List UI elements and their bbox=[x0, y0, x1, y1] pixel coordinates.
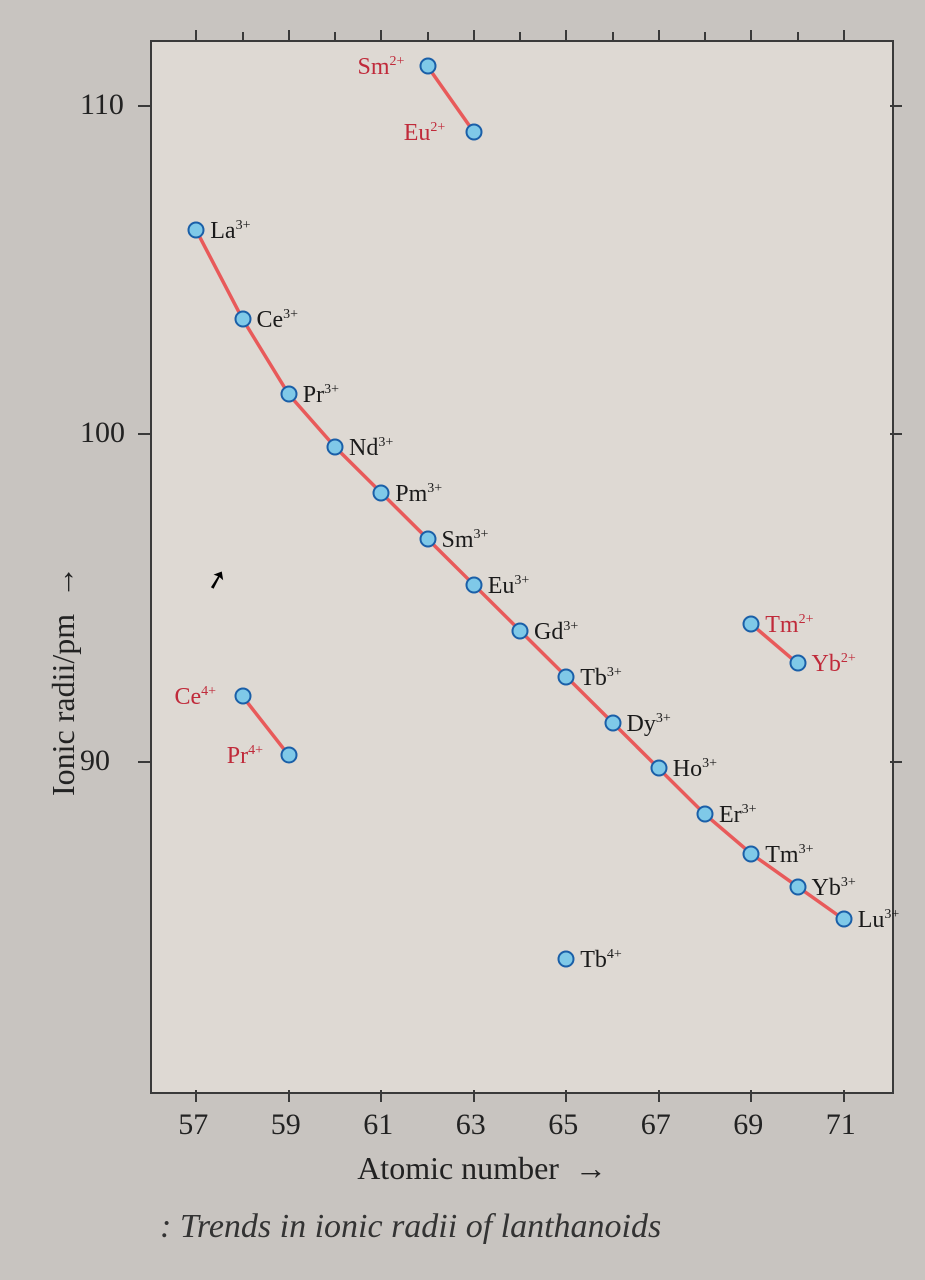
point-label: Tm2+ bbox=[765, 612, 813, 639]
x-tick bbox=[843, 1090, 845, 1102]
x-tick bbox=[658, 1090, 660, 1102]
x-tick bbox=[195, 30, 197, 42]
y-tick-label: 90 bbox=[80, 744, 110, 778]
data-point bbox=[789, 878, 806, 895]
data-point bbox=[419, 530, 436, 547]
x-tick bbox=[473, 1090, 475, 1102]
point-label: Sm2+ bbox=[358, 54, 405, 81]
data-point bbox=[743, 616, 760, 633]
data-point bbox=[789, 655, 806, 672]
x-tick bbox=[195, 1090, 197, 1102]
point-label: Tb3+ bbox=[580, 665, 622, 692]
x-tick bbox=[473, 30, 475, 42]
y-tick bbox=[138, 433, 150, 435]
data-point bbox=[835, 911, 852, 928]
x-minor-tick bbox=[334, 32, 336, 42]
point-label: Nd3+ bbox=[349, 435, 393, 462]
data-point bbox=[697, 806, 714, 823]
data-point bbox=[650, 760, 667, 777]
y-axis-label: Ionic radii/pm → bbox=[45, 566, 82, 796]
x-minor-tick bbox=[797, 32, 799, 42]
data-point bbox=[188, 222, 205, 239]
data-point bbox=[280, 386, 297, 403]
data-point bbox=[558, 950, 575, 967]
x-tick bbox=[843, 30, 845, 42]
point-label: Er3+ bbox=[719, 802, 757, 829]
x-tick-label: 65 bbox=[548, 1108, 578, 1142]
point-label: Tm3+ bbox=[765, 842, 813, 869]
y-tick bbox=[138, 761, 150, 763]
y-tick bbox=[138, 105, 150, 107]
data-point bbox=[465, 576, 482, 593]
plot-area bbox=[150, 40, 894, 1094]
x-tick bbox=[658, 30, 660, 42]
x-tick bbox=[288, 1090, 290, 1102]
point-label: Dy3+ bbox=[627, 711, 671, 738]
data-point bbox=[512, 622, 529, 639]
y-axis-arrow: → bbox=[45, 566, 81, 606]
x-tick bbox=[750, 1090, 752, 1102]
x-minor-tick bbox=[519, 32, 521, 42]
x-tick-label: 67 bbox=[641, 1108, 671, 1142]
point-label: Eu2+ bbox=[404, 120, 446, 147]
x-minor-tick bbox=[612, 32, 614, 42]
x-tick bbox=[565, 1090, 567, 1102]
point-label: Ho3+ bbox=[673, 756, 717, 783]
point-label: Lu3+ bbox=[858, 907, 900, 934]
x-tick bbox=[380, 30, 382, 42]
data-point bbox=[419, 58, 436, 75]
point-label: La3+ bbox=[210, 218, 250, 245]
point-label: Sm3+ bbox=[442, 527, 489, 554]
x-tick bbox=[288, 30, 290, 42]
x-tick bbox=[380, 1090, 382, 1102]
x-tick-label: 61 bbox=[363, 1108, 393, 1142]
y-axis-text: Ionic radii/pm bbox=[45, 614, 81, 796]
data-point bbox=[327, 438, 344, 455]
x-tick-label: 71 bbox=[826, 1108, 856, 1142]
point-label: Eu3+ bbox=[488, 573, 530, 600]
y-tick bbox=[890, 761, 902, 763]
x-axis-arrow: → bbox=[567, 1150, 607, 1186]
data-point bbox=[373, 484, 390, 501]
data-point bbox=[234, 688, 251, 705]
point-label: Pm3+ bbox=[395, 481, 442, 508]
y-tick-label: 110 bbox=[80, 88, 124, 122]
point-label: Yb2+ bbox=[812, 651, 856, 678]
point-label: Ce4+ bbox=[175, 684, 217, 711]
point-label: Pr3+ bbox=[303, 382, 339, 409]
x-minor-tick bbox=[242, 32, 244, 42]
x-minor-tick bbox=[427, 32, 429, 42]
x-axis-label: Atomic number → bbox=[357, 1150, 607, 1187]
x-tick bbox=[565, 30, 567, 42]
point-label: Gd3+ bbox=[534, 619, 578, 646]
point-label: Pr4+ bbox=[227, 743, 263, 770]
x-tick-label: 63 bbox=[456, 1108, 486, 1142]
point-label: Yb3+ bbox=[812, 875, 856, 902]
data-point bbox=[558, 668, 575, 685]
x-tick-label: 69 bbox=[733, 1108, 763, 1142]
data-point bbox=[465, 123, 482, 140]
y-tick bbox=[890, 105, 902, 107]
point-label: Tb4+ bbox=[580, 947, 622, 974]
chart-caption: : Trends in ionic radii of lanthanoids bbox=[160, 1208, 661, 1246]
x-tick bbox=[750, 30, 752, 42]
x-tick-label: 57 bbox=[178, 1108, 208, 1142]
x-tick-label: 59 bbox=[271, 1108, 301, 1142]
data-point bbox=[280, 747, 297, 764]
y-tick bbox=[890, 433, 902, 435]
x-axis-text: Atomic number bbox=[357, 1150, 559, 1186]
point-label: Ce3+ bbox=[257, 307, 299, 334]
x-minor-tick bbox=[704, 32, 706, 42]
data-point bbox=[743, 845, 760, 862]
y-tick-label: 100 bbox=[80, 416, 125, 450]
data-point bbox=[604, 714, 621, 731]
data-point bbox=[234, 310, 251, 327]
